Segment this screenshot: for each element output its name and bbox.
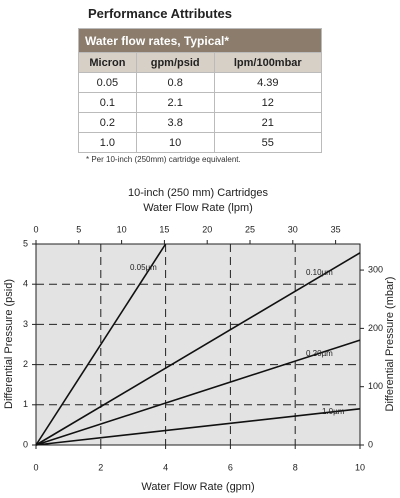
- y-tick-label: 4: [23, 279, 28, 289]
- table-cell: 21: [213, 112, 323, 133]
- y-tick-label: 2: [23, 359, 28, 369]
- series-line: [35, 252, 361, 446]
- x2-tick-label: 15: [159, 224, 169, 234]
- y2-tick-label: 200: [368, 323, 383, 333]
- x2-tick-label: 10: [117, 224, 127, 234]
- x-axis-label: Water Flow Rate (gpm): [141, 481, 254, 493]
- series-label: 0.10µm: [306, 268, 333, 277]
- x2-tick-label: 5: [76, 224, 81, 234]
- y-tick-label: 1: [23, 399, 28, 409]
- table-row: 0.2 3.8 21: [78, 112, 323, 133]
- x2-tick-label: 30: [288, 224, 298, 234]
- x-tick-label: 10: [355, 462, 365, 472]
- y2-tick-label: 100: [368, 381, 383, 391]
- table-row: 1.0 10 55: [78, 132, 323, 153]
- x2-tick-label: 25: [245, 224, 255, 234]
- footnote: * Per 10-inch (250mm) cartridge equivale…: [86, 155, 241, 164]
- y2-axis-label: Differential Pressure (mbar): [384, 277, 396, 412]
- y2-tick-label: 0: [368, 439, 373, 449]
- x2-tick-label: 0: [33, 224, 38, 234]
- y-tick-label: 5: [23, 238, 28, 248]
- x-tick-label: 2: [98, 462, 103, 472]
- series-label: 0.05µm: [130, 263, 157, 272]
- series-line: [35, 339, 361, 446]
- x2-tick-label: 20: [202, 224, 212, 234]
- y-axis-label: Differential Pressure (psid): [3, 279, 15, 409]
- table-cell: 55: [213, 132, 323, 153]
- section-title: Performance Attributes: [88, 6, 232, 21]
- series-line: [35, 243, 167, 446]
- x-tick-label: 6: [228, 462, 233, 472]
- series-label: 1.0µm: [322, 407, 345, 416]
- x2-tick-label: 35: [331, 224, 341, 234]
- table-row: 0.1 2.1 12: [78, 92, 323, 113]
- column-header: Micron: [78, 52, 137, 73]
- series-label: 0.20µm: [306, 349, 333, 358]
- column-header: gpm/psid: [135, 52, 215, 73]
- table-cell: 0.8: [135, 72, 215, 93]
- y-tick-label: 3: [23, 319, 28, 329]
- y2-tick-label: 300: [368, 264, 383, 274]
- chart-title: 10-inch (250 mm) Cartridges: [128, 187, 268, 199]
- y-tick-label: 0: [23, 439, 28, 449]
- plot-area: [36, 244, 360, 445]
- x-tick-label: 0: [33, 462, 38, 472]
- x-tick-label: 8: [293, 462, 298, 472]
- column-header: lpm/100mbar: [213, 52, 323, 73]
- x-tick-label: 4: [163, 462, 168, 472]
- flow-table: Water flow rates, Typical* Micron gpm/psi…: [78, 28, 323, 153]
- x2-axis-label: Water Flow Rate (lpm): [143, 202, 253, 214]
- plot-border: [35, 243, 361, 446]
- series-line: [35, 408, 361, 446]
